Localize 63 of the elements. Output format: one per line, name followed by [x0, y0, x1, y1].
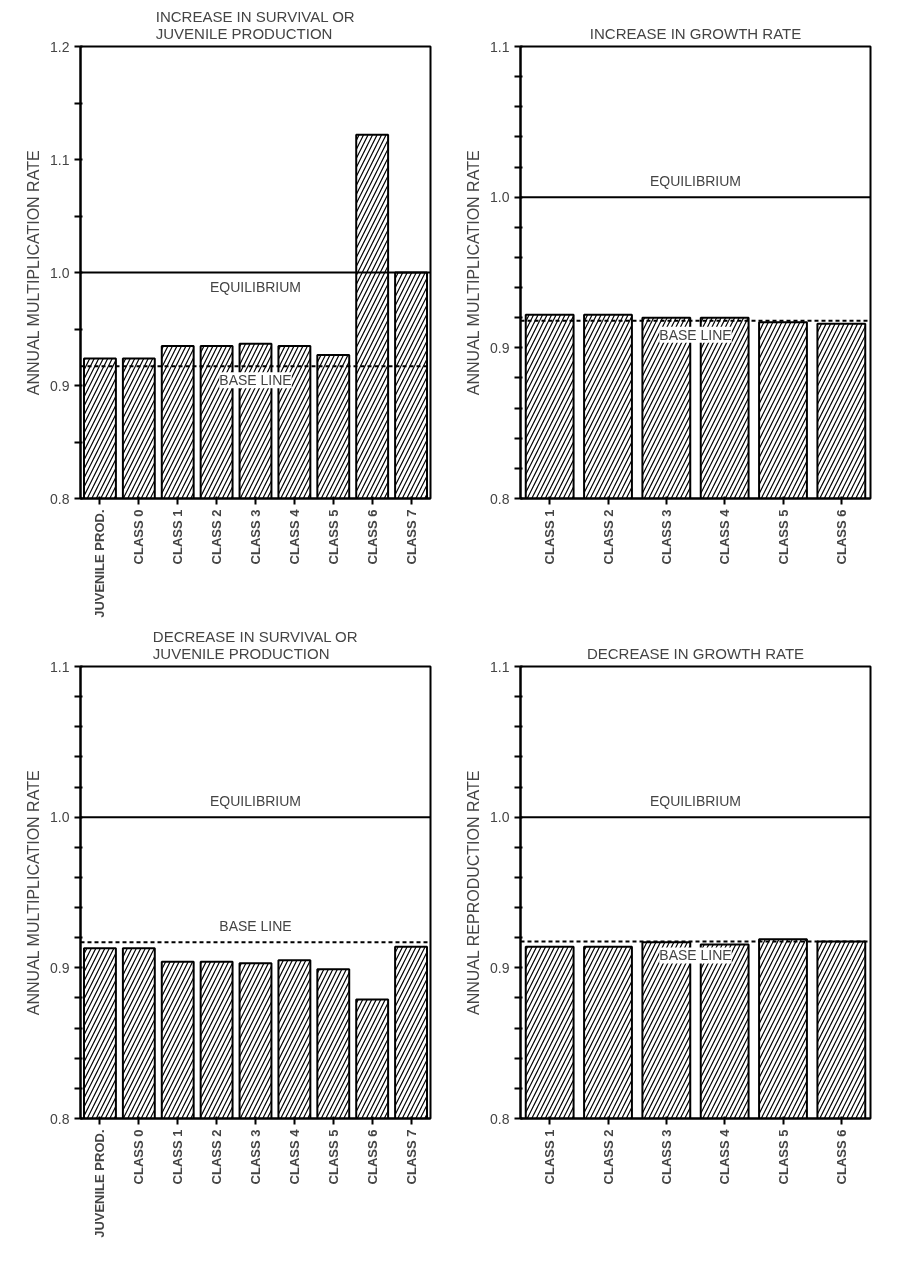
y-tick-label: 1.1 [50, 151, 70, 168]
y-tick-label: 0.8 [50, 490, 70, 507]
y-tick-label: 1.0 [50, 264, 70, 281]
y-tick-label: 1.0 [50, 809, 70, 826]
x-tick-label: CLASS 4 [286, 508, 302, 565]
x-tick-label: CLASS 6 [833, 1129, 849, 1185]
y-tick-label: 1.1 [490, 658, 510, 675]
ref-line-label: EQUILIBRIUM [649, 793, 742, 810]
chart-title: INCREASE IN GROWTH RATE [589, 24, 802, 42]
y-axis-title: ANNUAL MULTIPLICATION RATE [25, 150, 43, 396]
y-tick-label: 0.8 [490, 490, 510, 507]
x-tick-label: CLASS 5 [775, 509, 791, 565]
x-tick-label: CLASS 1 [170, 509, 186, 565]
y-tick-label: 1.1 [490, 38, 510, 55]
x-tick-label: CLASS 2 [209, 1129, 225, 1185]
x-tick-label: CLASS 0 [131, 1129, 147, 1185]
y-tick-label: 1.1 [50, 658, 70, 675]
y-tick-label: 0.8 [50, 1110, 70, 1127]
x-tick-label: CLASS 5 [325, 1129, 341, 1185]
x-tick-label: CLASS 1 [542, 1129, 558, 1185]
chart-title: INCREASE IN SURVIVAL OR JUVENILE PRODUCTION [155, 7, 355, 42]
ref-line-label: EQUILIBRIUM [209, 793, 302, 810]
x-tick-label: CLASS 6 [833, 509, 849, 565]
x-tick-label: CLASS 3 [658, 509, 674, 565]
ref-line-label: BASE LINE [659, 947, 732, 964]
x-tick-label: CLASS 2 [209, 509, 225, 565]
y-tick-label: 1.0 [490, 189, 510, 206]
x-tick-label: CLASS 2 [600, 1129, 616, 1185]
chart-title: DECREASE IN GROWTH RATE [586, 644, 805, 662]
x-tick-label: JUVENILE PROD. [92, 1129, 108, 1238]
x-tick-label: CLASS 7 [403, 1129, 419, 1185]
x-tick-label: CLASS 1 [542, 509, 558, 565]
x-tick-label: CLASS 3 [248, 509, 263, 565]
ref-line-label: BASE LINE [219, 372, 292, 389]
x-tick-label: CLASS 4 [286, 1128, 302, 1185]
x-tick-label: CLASS 6 [364, 1129, 380, 1185]
ref-line-label: EQUILIBRIUM [649, 173, 742, 190]
x-tick-label: CLASS 1 [170, 1129, 186, 1185]
y-tick-label: 1.2 [50, 38, 70, 55]
y-tick-label: 0.9 [50, 959, 70, 976]
y-axis-title: ANNUAL MULTIPLICATION RATE [25, 770, 43, 1016]
chart-title: DECREASE IN SURVIVAL OR JUVENILE PRODUCTION [152, 627, 358, 662]
x-tick-label: CLASS 3 [658, 1129, 674, 1185]
ref-line-label: EQUILIBRIUM [209, 278, 302, 295]
x-tick-label: JUVENILE PROD. [92, 509, 108, 618]
ref-line-label: BASE LINE [219, 918, 292, 935]
y-axis-title: ANNUAL REPRODUCTION RATE [465, 770, 483, 1016]
x-tick-label: CLASS 2 [600, 509, 616, 565]
x-tick-label: CLASS 0 [131, 509, 147, 565]
x-tick-label: CLASS 4 [717, 508, 733, 565]
y-tick-label: 0.8 [490, 1110, 510, 1127]
x-tick-label: CLASS 5 [325, 509, 341, 565]
x-tick-label: CLASS 5 [775, 1129, 791, 1185]
y-tick-label: 1.0 [490, 809, 510, 826]
x-tick-label: CLASS 4 [717, 1128, 733, 1185]
x-tick-label: CLASS 7 [403, 509, 419, 565]
ref-line-label: BASE LINE [659, 326, 732, 343]
x-tick-label: CLASS 6 [364, 509, 380, 565]
y-tick-label: 0.9 [490, 339, 510, 356]
y-tick-label: 0.9 [50, 377, 70, 394]
x-tick-label: CLASS 3 [248, 1129, 263, 1185]
y-axis-title: ANNUAL MULTIPLICATION RATE [465, 150, 483, 396]
y-tick-label: 0.9 [490, 959, 510, 976]
